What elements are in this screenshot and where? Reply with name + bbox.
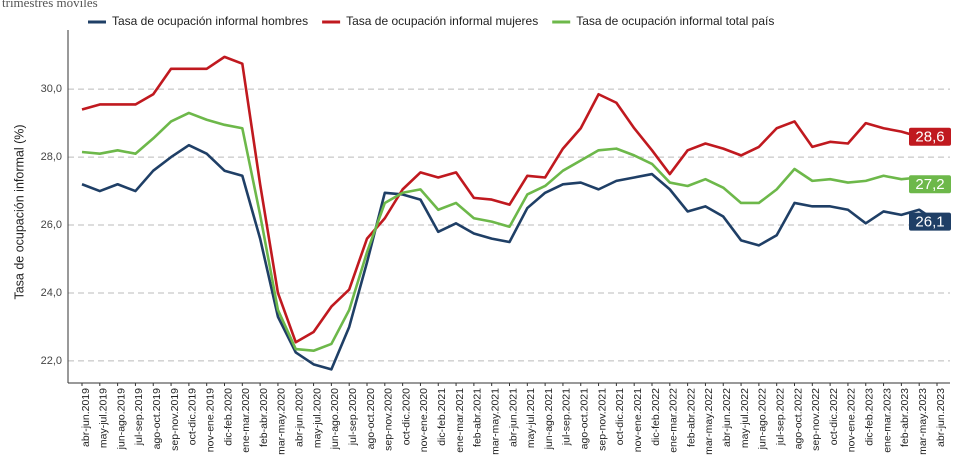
x-tick-label: oct-dic.2022 [828, 388, 840, 445]
end-label-text: 27,2 [915, 176, 944, 193]
y-tick-label: 22,0 [41, 355, 62, 367]
x-tick-label: may-jul.2019 [98, 388, 110, 448]
end-label-box [909, 175, 951, 194]
x-tick-label: dic-feb.2020 [222, 388, 234, 446]
x-tick-label: ago-oct.2022 [792, 388, 804, 449]
x-tick-label: ene-mar.2023 [881, 388, 893, 453]
x-tick-label: jun-ago.2021 [543, 388, 555, 450]
x-tick-label: may-jul.2021 [525, 388, 537, 448]
end-label-box [909, 127, 951, 146]
x-tick-label: abr-jun.2021 [507, 388, 519, 447]
x-tick-label: ene-mar.2022 [668, 388, 680, 453]
x-tick-label: oct-dic.2019 [187, 388, 199, 445]
x-tick-label: abr-jun.2023 [935, 388, 947, 447]
x-tick-label: sep-nov.2020 [383, 388, 395, 451]
end-label: 27,2 [909, 175, 951, 194]
end-label-text: 26,1 [915, 214, 944, 231]
x-tick-label: feb-abr.2023 [899, 388, 911, 447]
series-line [81, 111, 938, 353]
x-tick-label: sep-nov.2021 [596, 388, 608, 451]
x-tick-label: feb-abr.2020 [258, 388, 270, 447]
x-tick-label: dic-feb.2022 [650, 388, 662, 446]
x-tick-label: ene-mar.2020 [240, 388, 252, 453]
x-tick-label: jul-sep.2019 [133, 388, 145, 446]
x-tick-label: ago-oct.2019 [151, 388, 163, 449]
x-tick-label: jun-ago.2020 [329, 388, 341, 450]
series-line [81, 55, 937, 344]
x-tick-label: jul-sep.2020 [347, 388, 359, 446]
x-tick-label: ago-oct.2021 [579, 388, 591, 449]
x-tick-label: sep-nov.2022 [810, 388, 822, 451]
x-tick-label: ene-mar.2021 [454, 388, 466, 453]
end-label: 26,1 [909, 212, 951, 231]
y-tick-label: 24,0 [41, 287, 62, 299]
x-tick-label: sep-nov.2019 [169, 388, 181, 451]
x-tick-label: abr-jun.2020 [294, 388, 306, 447]
x-tick-label: may-jul.2020 [311, 388, 323, 448]
x-tick-label: feb-abr.2022 [685, 388, 697, 447]
end-label-box [909, 212, 951, 231]
x-tick-label: abr-jun.2022 [721, 388, 733, 447]
x-tick-label: dic-feb.2021 [436, 388, 448, 446]
x-tick-label: feb-abr.2021 [472, 388, 484, 447]
legend-label: Tasa de ocupación informal hombres [112, 14, 308, 28]
subtitle: trimestres móviles [2, 0, 98, 10]
x-tick-label: nov-ene.2020 [418, 388, 430, 452]
y-tick-label: 28,0 [41, 151, 62, 163]
x-tick-label: jun-ago.2022 [757, 388, 769, 450]
x-tick-label: mar-may.2022 [703, 388, 715, 455]
x-tick-label: nov-ene.2019 [204, 388, 216, 452]
x-tick-label: oct-dic.2021 [614, 388, 626, 445]
series-line [81, 143, 938, 371]
legend-label: Tasa de ocupación informal total país [576, 14, 774, 28]
x-tick-label: jul-sep.2021 [561, 388, 573, 446]
x-tick-label: mar-may.2020 [276, 388, 288, 455]
x-tick-label: nov-ene.2021 [632, 388, 644, 452]
x-tick-label: nov-ene.2022 [846, 388, 858, 452]
x-tick-label: ago-oct.2020 [365, 388, 377, 449]
x-tick-label: oct-dic.2020 [400, 388, 412, 445]
y-axis-label: Tasa de ocupación informal (%) [12, 124, 26, 299]
x-tick-label: dic-feb.2023 [864, 388, 876, 446]
y-tick-label: 26,0 [41, 219, 62, 231]
x-tick-label: mar-may.2023 [917, 388, 929, 455]
x-tick-label: may-jul.2022 [739, 388, 751, 448]
y-tick-label: 30,0 [41, 83, 62, 95]
x-tick-label: jul-sep.2022 [774, 388, 786, 446]
end-label: 28,6 [909, 127, 951, 146]
end-label-text: 28,6 [915, 129, 944, 146]
legend-label: Tasa de ocupación informal mujeres [346, 14, 538, 28]
x-tick-label: jun-ago.2019 [115, 388, 127, 450]
x-tick-label: abr-jun.2019 [80, 388, 92, 447]
x-tick-label: mar-may.2021 [489, 388, 501, 455]
